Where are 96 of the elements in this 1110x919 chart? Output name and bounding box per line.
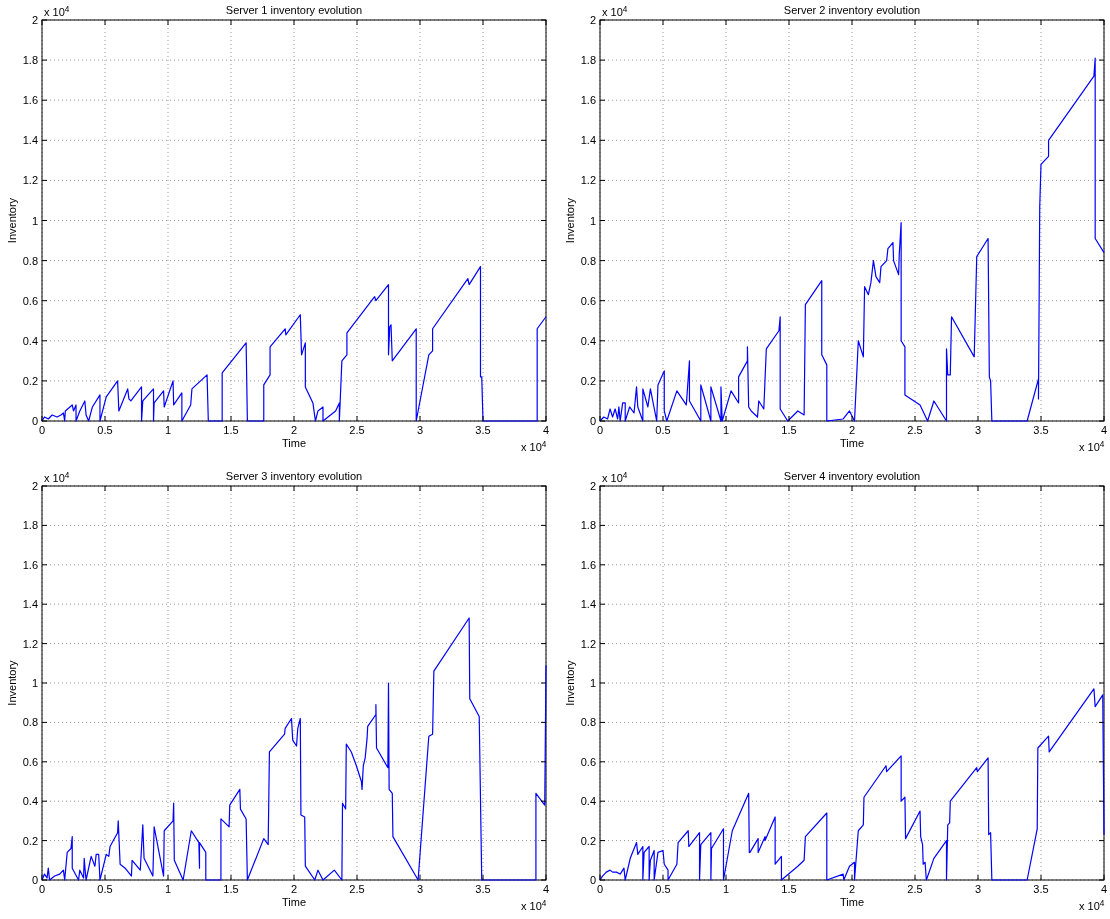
chart-title: Server 3 inventory evolution [225, 470, 363, 482]
y-tick-label: 0.6 [580, 755, 596, 768]
y-tick-label: 2 [31, 14, 38, 26]
y-tick-label: 1.2 [22, 637, 38, 650]
y-tick-label: 0 [589, 415, 596, 427]
x-tick-label: 3 [416, 883, 424, 895]
x-tick-label: 2 [290, 883, 298, 895]
x-axis-title: Time [281, 896, 307, 908]
y-tick-label: 1.4 [22, 134, 38, 147]
x-tick-label: 3 [974, 424, 982, 436]
y-tick-label: 1.4 [580, 598, 596, 611]
x-tick-label: 0.5 [97, 883, 113, 895]
y-tick-label: 0.4 [580, 795, 596, 808]
x-tick-label: 2 [848, 424, 856, 436]
x-tick-label: 2.5 [907, 883, 923, 895]
text: x 10$^{4}$ [521, 439, 547, 453]
y-tick-label: 0.8 [580, 716, 596, 729]
y-tick-label: 1.6 [22, 558, 38, 571]
chart-title: Server 4 inventory evolution [783, 470, 921, 482]
y-tick-label: 1.8 [22, 519, 38, 532]
x-tick-label: 3.5 [475, 424, 491, 436]
y-tick-label: 0.2 [580, 374, 596, 387]
x-tick-label: 2.5 [349, 883, 365, 895]
chart-title: Server 2 inventory evolution [783, 4, 921, 16]
y-tick-label: 1.4 [22, 598, 38, 611]
y-tick-label: 0.4 [580, 334, 596, 347]
y-tick-label: 1.8 [22, 54, 38, 67]
x-tick-label: 2.5 [349, 424, 365, 436]
y-tick-label: 1.6 [580, 558, 596, 571]
y-tick-label: 0.6 [22, 755, 38, 768]
y-tick-label: 1.2 [580, 637, 596, 650]
x-tick-label: 4 [542, 424, 550, 436]
y-tick-label: 0.8 [22, 254, 38, 267]
x-tick-label: 3.5 [1033, 424, 1049, 436]
x-tick-label: 2 [290, 424, 298, 436]
x-tick-label: 1.5 [223, 424, 239, 436]
x-tick-label: 0.5 [655, 424, 671, 436]
text: x 10$^{4}$ [44, 4, 70, 18]
y-tick-label: 2 [589, 480, 596, 492]
y-tick-label: 1.8 [580, 54, 596, 67]
y-axis-title: Inventory [564, 197, 576, 244]
text: x 10$^{4}$ [1079, 439, 1105, 453]
text: x 10$^{4}$ [1079, 898, 1105, 912]
x-tick-label: 0.5 [655, 883, 671, 895]
y-axis-title: Inventory [6, 659, 18, 706]
chart-title: Server 1 inventory evolution [225, 4, 363, 16]
y-tick-label: 1 [31, 677, 38, 689]
x-tick-label: 1 [722, 424, 730, 436]
x-tick-label: 1.5 [223, 883, 239, 895]
y-tick-label: 1 [589, 214, 596, 227]
x-tick-label: 4 [542, 883, 550, 895]
x-tick-label: 3 [974, 883, 982, 895]
y-tick-label: 1.4 [580, 134, 596, 147]
y-tick-label: 0.2 [22, 834, 38, 847]
y-tick-label: 1.6 [22, 94, 38, 107]
x-tick-label: 0.5 [97, 424, 113, 436]
y-tick-label: 0.4 [22, 334, 38, 347]
x-tick-label: 1.5 [781, 883, 797, 895]
x-axis-title: Time [839, 896, 865, 908]
y-tick-label: 2 [589, 14, 596, 26]
x-tick-label: 3.5 [475, 883, 491, 895]
y-tick-label: 1.8 [580, 519, 596, 532]
text: x 10$^{4}$ [44, 470, 70, 484]
x-tick-label: 3 [416, 424, 424, 436]
y-tick-label: 0.6 [22, 294, 38, 307]
y-tick-label: 2 [31, 480, 38, 492]
x-axis-title: Time [281, 437, 307, 449]
y-tick-label: 0.8 [22, 716, 38, 729]
y-tick-label: 0 [31, 874, 38, 886]
y-tick-label: 1 [31, 214, 38, 227]
y-axis-title: Inventory [6, 197, 18, 244]
x-tick-label: 1 [164, 424, 172, 436]
y-tick-label: 1 [589, 677, 596, 689]
x-tick-label: 2 [848, 883, 856, 895]
y-tick-label: 0.2 [580, 834, 596, 847]
y-tick-label: 1.2 [22, 174, 38, 187]
x-tick-label: 4 [1100, 424, 1108, 436]
y-tick-label: 0.6 [580, 294, 596, 307]
x-tick-label: 1 [722, 883, 730, 895]
y-tick-label: 0 [589, 874, 596, 886]
y-tick-label: 0.2 [22, 374, 38, 387]
text: x 10$^{4}$ [521, 898, 547, 912]
text: x 10$^{4}$ [602, 470, 628, 484]
x-axis-title: Time [839, 437, 865, 449]
y-axis-title: Inventory [564, 659, 576, 706]
x-tick-label: 2.5 [907, 424, 923, 436]
y-tick-label: 1.6 [580, 94, 596, 107]
y-tick-label: 0 [31, 415, 38, 427]
text: x 10$^{4}$ [602, 4, 628, 18]
y-tick-label: 0.8 [580, 254, 596, 267]
x-tick-label: 1.5 [781, 424, 797, 436]
y-tick-label: 0.4 [22, 795, 38, 808]
y-tick-label: 1.2 [580, 174, 596, 187]
x-tick-label: 4 [1100, 883, 1108, 895]
x-tick-label: 1 [164, 883, 172, 895]
x-tick-label: 3.5 [1033, 883, 1049, 895]
